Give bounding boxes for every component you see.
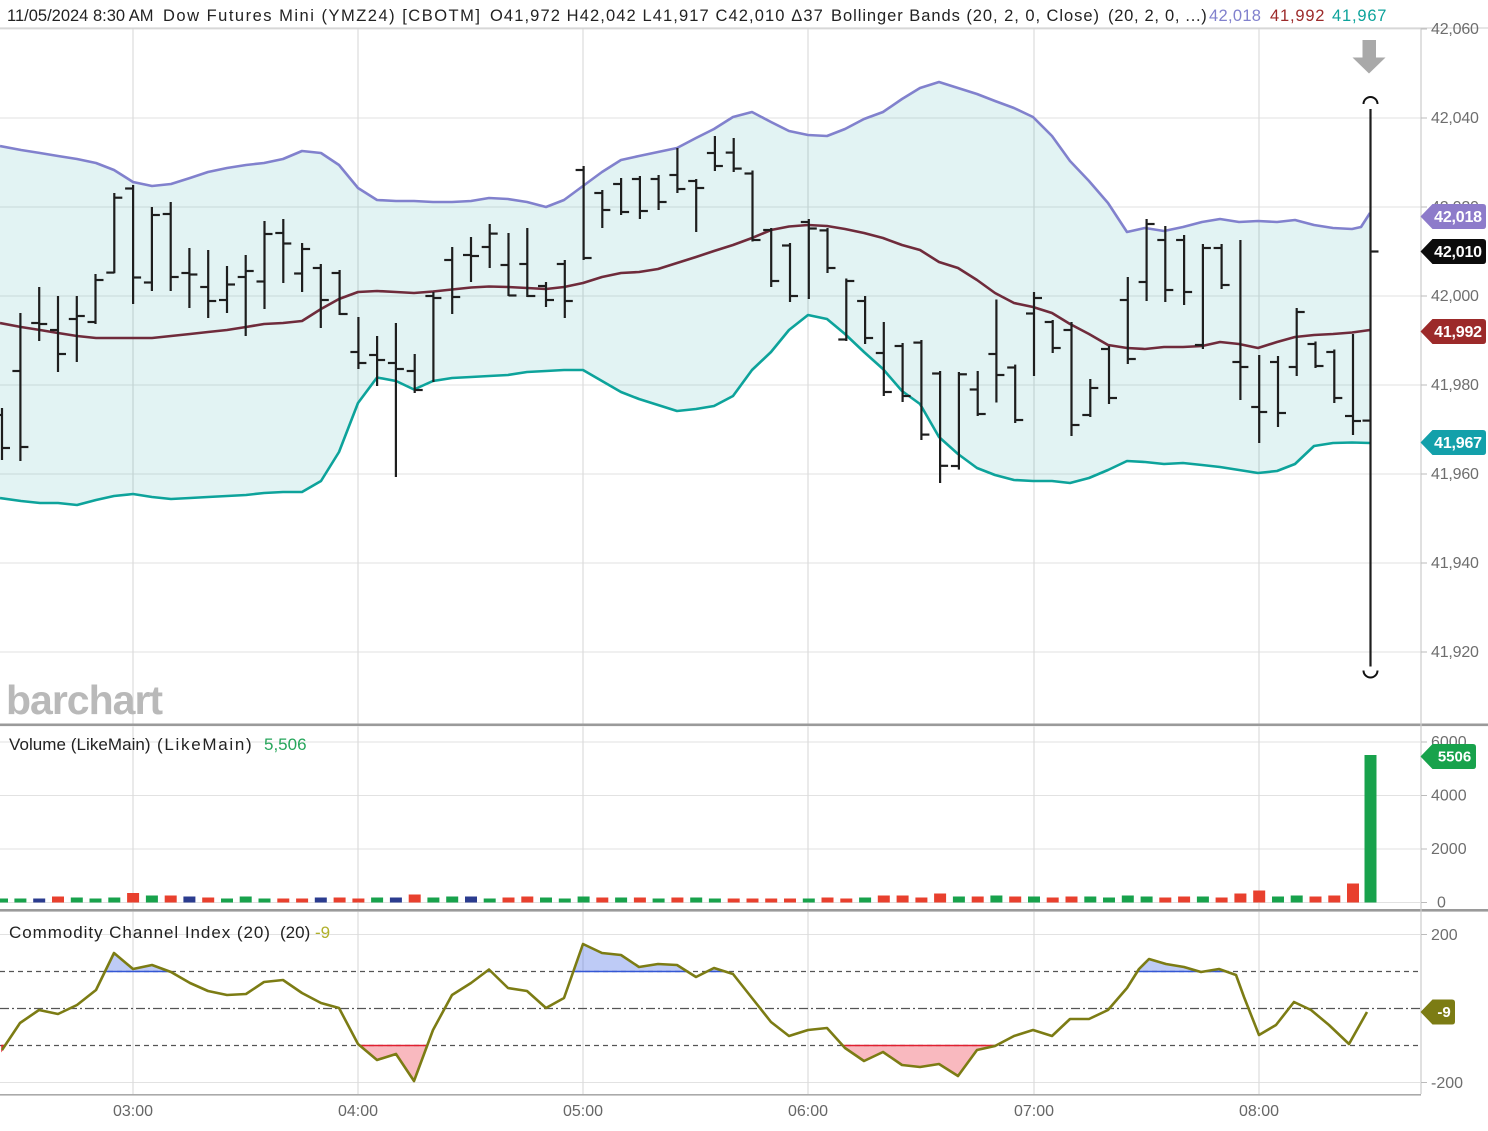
svg-text:O41,972 H42,042 L41,917 C42,01: O41,972 H42,042 L41,917 C42,010 Δ37 bbox=[490, 7, 824, 25]
svg-text:41,967: 41,967 bbox=[1332, 7, 1387, 25]
svg-text:41,940: 41,940 bbox=[1431, 555, 1479, 572]
svg-text:42,060: 42,060 bbox=[1431, 21, 1479, 38]
svg-text:41,992: 41,992 bbox=[1270, 7, 1325, 25]
svg-text:08:00: 08:00 bbox=[1239, 1103, 1279, 1120]
svg-text:barchart: barchart bbox=[6, 677, 163, 723]
svg-text:200: 200 bbox=[1431, 927, 1458, 944]
svg-text:41,967: 41,967 bbox=[1434, 435, 1482, 452]
svg-text:-9: -9 bbox=[1437, 1004, 1450, 1021]
svg-text:42,000: 42,000 bbox=[1431, 288, 1479, 305]
svg-text:0: 0 bbox=[1437, 895, 1446, 912]
svg-text:05:00: 05:00 bbox=[563, 1103, 603, 1120]
svg-text:5,506: 5,506 bbox=[264, 735, 307, 754]
svg-text:03:00: 03:00 bbox=[113, 1103, 153, 1120]
svg-text:41,992: 41,992 bbox=[1434, 324, 1482, 341]
svg-text:04:00: 04:00 bbox=[338, 1103, 378, 1120]
svg-text:2000: 2000 bbox=[1431, 841, 1467, 858]
svg-text:41,980: 41,980 bbox=[1431, 377, 1479, 394]
svg-text:Dow Futures Mini (YMZ24) [CBOT: Dow Futures Mini (YMZ24) [CBOTM] bbox=[163, 7, 481, 25]
svg-text:-9: -9 bbox=[315, 923, 330, 942]
svg-text:42,040: 42,040 bbox=[1431, 110, 1479, 127]
svg-text:(LikeMain): (LikeMain) bbox=[157, 735, 253, 754]
svg-text:41,960: 41,960 bbox=[1431, 466, 1479, 483]
svg-text:-200: -200 bbox=[1431, 1075, 1463, 1092]
svg-text:Volume (LikeMain): Volume (LikeMain) bbox=[9, 735, 151, 754]
svg-text:42,018: 42,018 bbox=[1434, 209, 1482, 226]
svg-text:11/05/2024 8:30 AM: 11/05/2024 8:30 AM bbox=[7, 7, 153, 25]
svg-text:(20, 2, 0, ...): (20, 2, 0, ...) bbox=[1108, 7, 1207, 25]
svg-text:07:00: 07:00 bbox=[1014, 1103, 1054, 1120]
svg-text:42,010: 42,010 bbox=[1434, 244, 1482, 261]
svg-text:41,920: 41,920 bbox=[1431, 644, 1479, 661]
svg-text:Bollinger Bands (20, 2, 0, Clo: Bollinger Bands (20, 2, 0, Close) bbox=[831, 7, 1100, 25]
svg-text:Commodity Channel Index (20): Commodity Channel Index (20) bbox=[9, 923, 271, 942]
svg-text:4000: 4000 bbox=[1431, 788, 1467, 805]
svg-text:42,018: 42,018 bbox=[1209, 7, 1261, 25]
svg-text:06:00: 06:00 bbox=[788, 1103, 828, 1120]
svg-text:5506: 5506 bbox=[1438, 749, 1471, 766]
svg-text:(20): (20) bbox=[280, 923, 310, 942]
